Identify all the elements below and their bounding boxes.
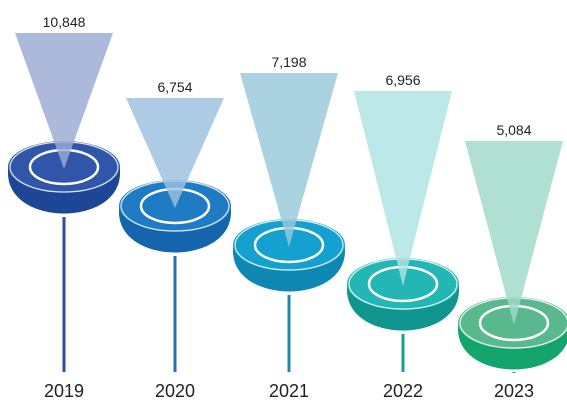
cone-2020	[126, 98, 224, 208]
year-label-2023: 2023	[494, 381, 534, 401]
bowl-top-2023	[458, 297, 567, 349]
year-label-2022: 2022	[383, 381, 423, 401]
value-label-2019: 10,848	[43, 14, 86, 30]
value-label-2020: 6,754	[157, 79, 192, 95]
year-label-2019: 2019	[44, 381, 84, 401]
value-label-2022: 6,956	[385, 72, 420, 88]
cone-2021	[240, 73, 338, 247]
labels-layer: 10,848 2019 6,754 2020 7,198 2021 6,956 2022 5,0…	[43, 14, 534, 401]
year-label-2021: 2021	[269, 381, 309, 401]
value-label-2021: 7,198	[271, 54, 306, 70]
stems-layer	[62, 217, 516, 373]
cone-2019	[15, 33, 113, 169]
cone-2023	[465, 141, 563, 325]
value-label-2023: 5,084	[496, 122, 531, 138]
year-label-2020: 2020	[155, 381, 195, 401]
cones-layer	[15, 33, 563, 325]
bowls-layer	[8, 141, 567, 370]
cone-2022	[354, 91, 452, 286]
